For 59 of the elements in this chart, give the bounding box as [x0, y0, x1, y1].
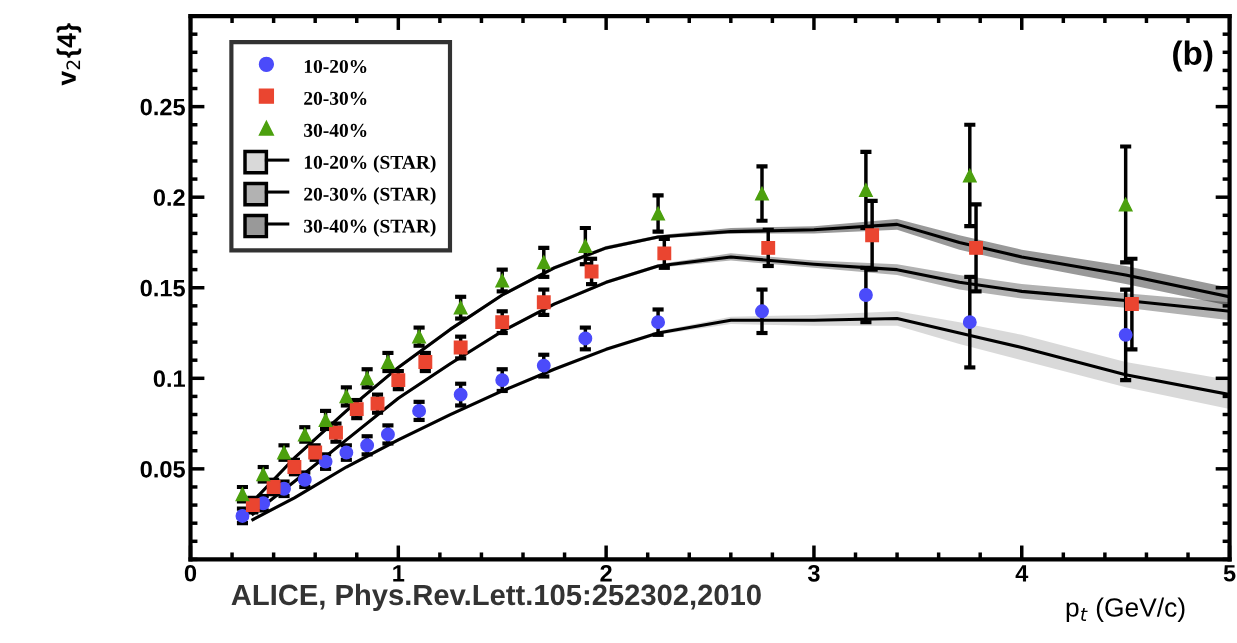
point: [495, 373, 510, 388]
point: [536, 358, 551, 373]
point: [453, 340, 468, 355]
y-tick-label: 0.15: [140, 279, 185, 297]
point: [651, 206, 666, 221]
x-axis-title: p$_{t}$ (GeV/c): [1066, 597, 1185, 623]
point: [412, 329, 427, 344]
point: [329, 425, 343, 440]
point: [755, 186, 769, 201]
point: [495, 315, 510, 330]
y-tick-label: 0.05: [140, 460, 185, 478]
point: [318, 413, 333, 427]
point: [412, 403, 427, 418]
y-tick-label: 0.25: [140, 98, 185, 116]
point: [1118, 197, 1133, 212]
point: [370, 396, 385, 411]
point: [755, 304, 769, 319]
legend-label: 30-40%: [304, 123, 367, 137]
point: [578, 239, 593, 254]
legend-label: 10-20% (STAR): [304, 155, 436, 173]
annotation: (b): [1173, 40, 1213, 72]
point: [962, 168, 977, 183]
x-tick-label: 0: [184, 564, 197, 582]
legend-label: 20-30%: [304, 91, 367, 106]
text: ALICE, Phys.Rev.Lett.105:252302,2010: [231, 583, 761, 612]
point: [495, 273, 510, 288]
point: [651, 315, 666, 330]
point: [1124, 297, 1139, 311]
point: [761, 240, 776, 255]
x-tick-label: 3: [807, 564, 820, 582]
point: [360, 371, 375, 386]
point: [349, 402, 364, 417]
legend-label: 10-20%: [304, 59, 367, 74]
point: [453, 300, 468, 315]
legend-label: 30-40% (STAR): [304, 219, 436, 237]
x-tick-label: 1: [393, 565, 405, 582]
point: [418, 355, 433, 369]
point: [969, 240, 983, 255]
x-tick-label: 4: [1015, 565, 1029, 582]
point: [339, 389, 354, 404]
point: [536, 295, 551, 310]
point: [360, 438, 375, 453]
x-tick-label: 5: [1223, 565, 1236, 582]
point: [380, 427, 395, 442]
point: [858, 182, 873, 197]
x-tick-label: 2: [600, 564, 612, 582]
y-tick-label: 0.1: [153, 370, 185, 388]
point: [453, 387, 468, 402]
point: [1118, 327, 1133, 342]
point: [578, 331, 593, 346]
point: [657, 246, 672, 261]
point: [962, 315, 977, 330]
point: [584, 264, 599, 279]
point: [865, 228, 880, 243]
point: [858, 288, 873, 302]
point: [536, 255, 551, 270]
y-tick-label: 0.2: [153, 189, 185, 206]
legend-label: 20-30% (STAR): [304, 187, 436, 205]
y-axis-title: v$_{2}${4}: [56, 23, 82, 86]
